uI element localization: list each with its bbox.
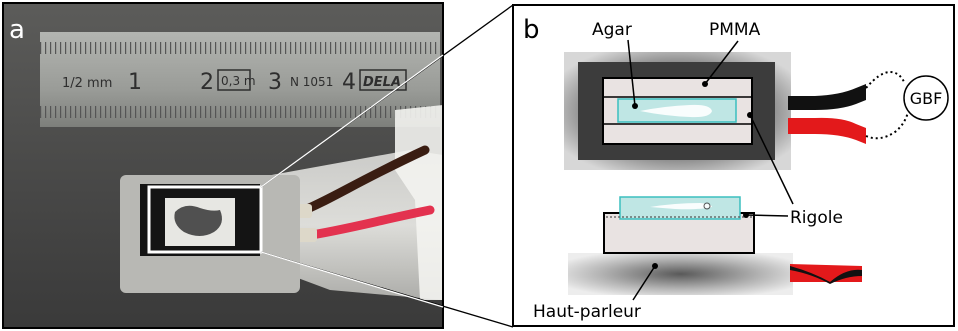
ruler-number-2: 2	[200, 70, 214, 95]
panel-b-letter: b	[523, 15, 540, 45]
wire-twisted-black	[790, 266, 862, 284]
speaker	[568, 253, 793, 295]
ruler-badge-box	[217, 69, 251, 91]
device-agar-blob	[174, 205, 222, 236]
ruler-model: N 1051	[290, 75, 333, 89]
rigole-leader-top	[749, 114, 794, 205]
zoom-highlight	[147, 185, 263, 254]
ruler-number-1: 1	[128, 70, 142, 95]
agar-leader	[627, 39, 636, 107]
gbf-label: GBF	[910, 89, 943, 108]
side-view	[568, 196, 793, 295]
gbf-wire-dotted	[865, 70, 909, 140]
ruler-brand: DELA	[363, 75, 401, 90]
rigole-label: Rigole	[790, 208, 843, 228]
rigole-leader-side-dot	[743, 212, 749, 218]
agar-label: Agar	[592, 20, 632, 40]
panel-a-letter: a	[9, 15, 25, 45]
ruler: 1/2 mm 1 2 0,3 m 3 N 1051 4 DELA	[40, 32, 440, 127]
ruler-brand-box	[359, 69, 407, 91]
photo-wire-end-red	[295, 228, 317, 242]
panel-a-frame	[2, 2, 444, 329]
agar-leader-dot	[632, 103, 638, 109]
panel-b: b GBF A	[512, 4, 955, 327]
ruler-number-3: 3	[268, 70, 282, 95]
pmma-leader	[704, 40, 739, 85]
haut-parleur-label: Haut-parleur	[533, 302, 641, 322]
ruler-scale-text: 1/2 mm	[62, 76, 112, 91]
zoom-line-bottom-photo	[260, 251, 444, 308]
wire-black-top	[788, 84, 866, 110]
haut-parleur-leader	[632, 265, 656, 301]
panel-a: 1/2 mm 1 2 0,3 m 3 N 1051 4 DELA a	[2, 2, 444, 329]
ruler-badge: 0,3 m	[221, 74, 256, 88]
zoom-line-top-photo	[260, 54, 444, 188]
wire-twisted-bottom	[790, 264, 862, 284]
gbf-circle	[903, 75, 949, 121]
top-view	[564, 52, 791, 170]
photo-wire-red	[300, 205, 435, 241]
agar-droplet-side	[650, 203, 712, 210]
pmma-leader-dot	[702, 81, 708, 87]
bubble-side	[703, 202, 711, 210]
rigole-leader-top-dot	[747, 112, 753, 118]
wire-red-top	[788, 117, 866, 144]
agar-droplet-top	[640, 104, 712, 118]
ruler-number-4: 4	[342, 70, 356, 95]
rigole-leader-side	[745, 214, 789, 217]
pmma-label: PMMA	[709, 20, 761, 40]
haut-parleur-leader-dot	[652, 263, 658, 269]
